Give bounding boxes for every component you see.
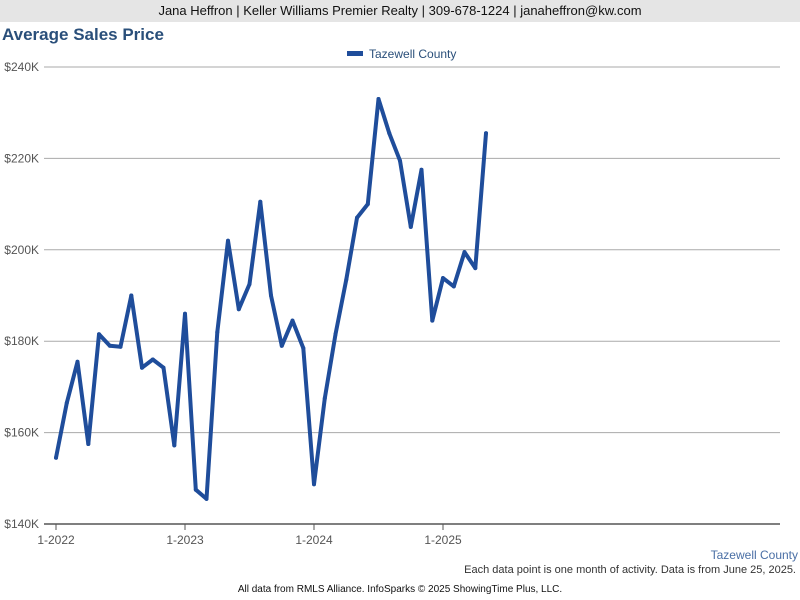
chart-title: Average Sales Price (2, 25, 164, 44)
data-footnote: Each data point is one month of activity… (464, 564, 796, 576)
data-point (376, 97, 381, 101)
data-point (236, 307, 241, 312)
y-tick-label: $180K (4, 334, 39, 348)
data-point (451, 284, 456, 289)
data-point (86, 442, 91, 446)
x-tick-label: 1-2025 (424, 533, 462, 547)
x-tick-label: 1-2024 (295, 533, 333, 547)
y-gridlines (44, 66, 780, 434)
agent-contact-header: Jana Heffron | Keller Williams Premier R… (0, 0, 800, 22)
series-line-tazewell-county (54, 97, 488, 501)
data-source: All data from RMLS Alliance. InfoSparks … (237, 584, 563, 595)
data-point (301, 346, 306, 351)
x-tick-label: 1-2023 (166, 533, 204, 547)
data-point (473, 266, 478, 271)
data-point (312, 482, 316, 487)
data-point (140, 365, 144, 370)
y-tick-label: $140K (4, 517, 39, 531)
data-point (226, 238, 230, 243)
x-ticks: 1-2022 1-2023 1-2024 1-2025 (37, 524, 462, 547)
data-point (344, 277, 349, 282)
y-tick-label: $200K (4, 243, 39, 257)
legend-label: Tazewell County (369, 47, 456, 61)
data-point (462, 250, 467, 255)
data-point (129, 293, 134, 298)
x-tick-label: 1-2022 (37, 533, 75, 547)
y-tick-label: $220K (4, 151, 39, 165)
axis-series-label: Tazewell County (711, 548, 798, 562)
data-point (430, 318, 435, 323)
y-tick-label: $240K (4, 60, 39, 74)
data-point (441, 276, 445, 281)
data-point (484, 131, 488, 136)
data-point (387, 131, 392, 136)
data-point (118, 344, 123, 349)
data-point (408, 224, 413, 229)
data-point (290, 318, 295, 323)
data-point (269, 293, 273, 298)
data-point (355, 215, 359, 220)
data-point (419, 167, 424, 172)
data-point (107, 343, 112, 348)
data-point (215, 330, 220, 335)
data-point (193, 487, 198, 492)
data-point (161, 365, 166, 370)
data-point (279, 343, 284, 348)
y-tick-labels: $140K $160K $180K $200K $220K $240K (4, 60, 39, 531)
legend-swatch (347, 51, 363, 56)
data-point (258, 199, 263, 204)
data-point (54, 455, 58, 460)
data-point (97, 332, 101, 337)
data-point (322, 396, 327, 401)
data-point (75, 359, 80, 364)
data-point (64, 400, 69, 405)
data-point (247, 282, 252, 287)
data-point (150, 357, 155, 362)
data-points (54, 97, 488, 501)
data-point (333, 332, 338, 337)
data-point (365, 202, 370, 207)
data-point (183, 311, 187, 316)
y-tick-label: $160K (4, 426, 39, 440)
data-point (204, 496, 209, 501)
data-point (172, 443, 177, 448)
data-point (398, 158, 402, 163)
legend: Tazewell County (347, 47, 456, 61)
